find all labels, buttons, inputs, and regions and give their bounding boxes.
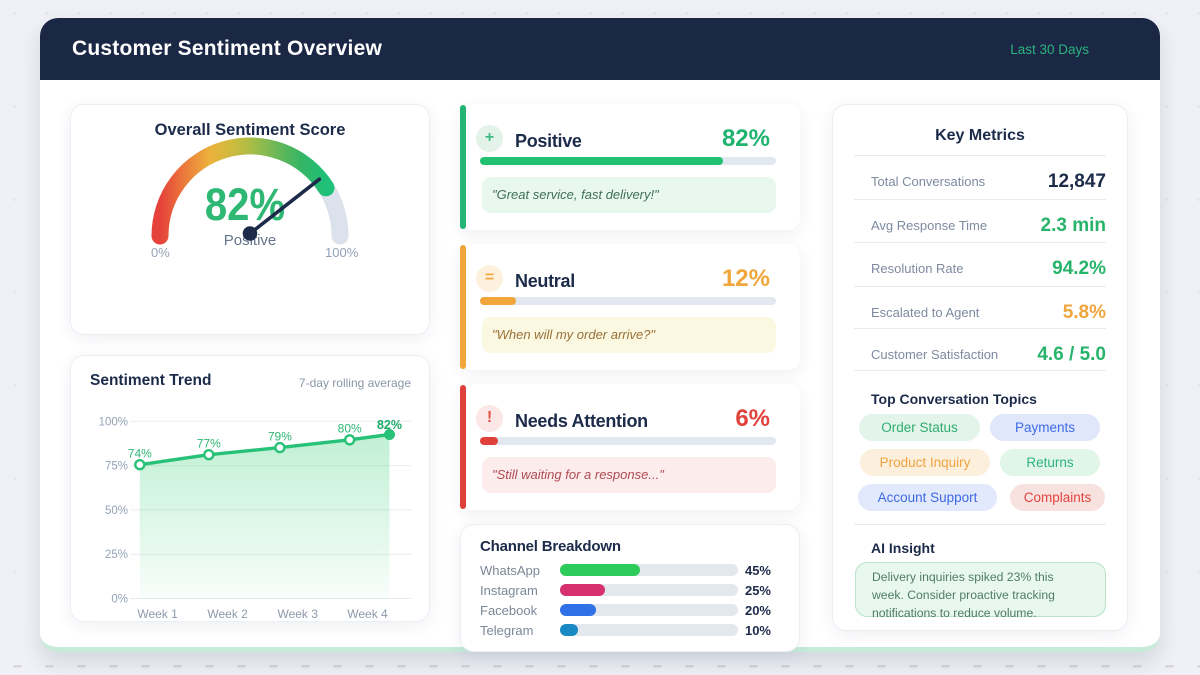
svg-text:50%: 50% <box>105 505 128 517</box>
svg-text:0%: 0% <box>111 594 128 606</box>
svg-text:74%: 74% <box>128 447 152 461</box>
svg-text:25%: 25% <box>105 549 128 561</box>
svg-text:Week 1: Week 1 <box>137 607 178 621</box>
svg-text:Week 3: Week 3 <box>277 607 318 621</box>
svg-text:Week 2: Week 2 <box>207 607 248 621</box>
svg-text:80%: 80% <box>338 422 362 436</box>
svg-text:100%: 100% <box>99 416 128 428</box>
svg-text:Week 4: Week 4 <box>347 607 388 621</box>
svg-text:75%: 75% <box>105 461 128 473</box>
svg-text:77%: 77% <box>197 437 221 451</box>
svg-text:82%: 82% <box>377 418 402 432</box>
svg-text:79%: 79% <box>268 430 292 444</box>
